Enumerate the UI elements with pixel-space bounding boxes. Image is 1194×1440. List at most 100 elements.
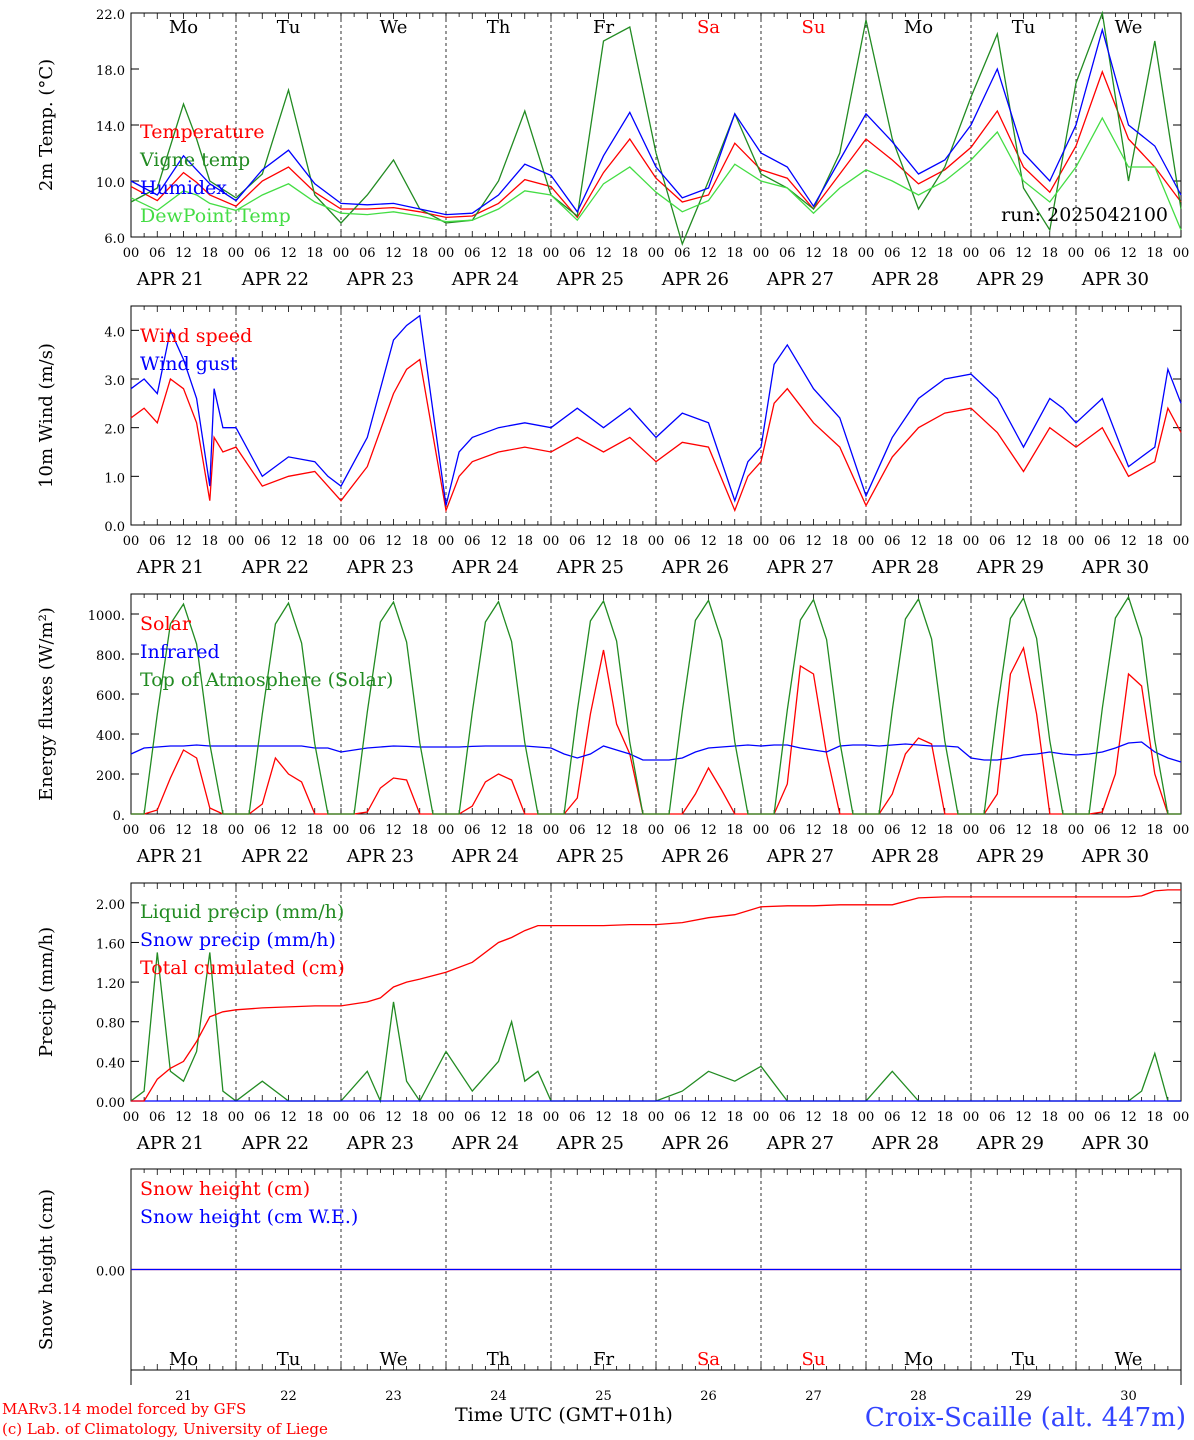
hour-label: 00 bbox=[963, 534, 980, 549]
hour-label: 18 bbox=[411, 823, 428, 838]
hour-label: 18 bbox=[1041, 823, 1058, 838]
hour-label: 00 bbox=[648, 246, 665, 261]
chart-panel-5 bbox=[130, 1168, 1182, 1385]
hour-label: 06 bbox=[149, 1110, 166, 1125]
x-axis-title: Time UTC (GMT+01h) bbox=[455, 1404, 673, 1426]
date-label: APR 30 bbox=[1081, 269, 1149, 290]
hour-label: 00 bbox=[858, 1110, 875, 1125]
hour-label: 06 bbox=[1094, 823, 1111, 838]
date-label: APR 27 bbox=[766, 846, 834, 867]
date-label: APR 23 bbox=[346, 269, 414, 290]
hour-label: 00 bbox=[228, 823, 245, 838]
hour-label: 18 bbox=[516, 823, 533, 838]
series-line-dewpoint-temp bbox=[130, 116, 1182, 231]
hour-label: 12 bbox=[700, 534, 717, 549]
hour-label: 12 bbox=[175, 823, 192, 838]
weekday-label: Su bbox=[802, 1349, 826, 1370]
hour-label: 00 bbox=[858, 534, 875, 549]
day-number-label: 24 bbox=[490, 1389, 507, 1404]
hour-label: 12 bbox=[280, 246, 297, 261]
date-label: APR 23 bbox=[346, 1133, 414, 1154]
y-tick-label: 200. bbox=[96, 769, 125, 784]
hour-label: 18 bbox=[411, 534, 428, 549]
hour-label: 06 bbox=[674, 246, 691, 261]
hour-label: 00 bbox=[753, 823, 770, 838]
y-tick-label: 0.0 bbox=[104, 520, 125, 535]
series-line-wind-speed bbox=[130, 358, 1182, 513]
hour-label: 12 bbox=[385, 1110, 402, 1125]
date-label: APR 27 bbox=[766, 1133, 834, 1154]
date-label: APR 22 bbox=[241, 1133, 309, 1154]
hour-label: 18 bbox=[201, 1110, 218, 1125]
y-tick-label: 6.0 bbox=[104, 232, 125, 247]
y-tick-label: 22.0 bbox=[96, 8, 125, 23]
weekday-label: Tu bbox=[1012, 1349, 1036, 1370]
series-line-total-cumulated-cm bbox=[131, 889, 1181, 1102]
hour-label: 06 bbox=[464, 534, 481, 549]
hour-label: 00 bbox=[1173, 246, 1190, 261]
hour-label: 06 bbox=[989, 534, 1006, 549]
date-label: APR 21 bbox=[136, 557, 204, 578]
hour-label: 18 bbox=[1146, 1110, 1163, 1125]
hour-label: 00 bbox=[228, 534, 245, 549]
day-number-label: 22 bbox=[280, 1389, 297, 1404]
hour-label: 00 bbox=[438, 246, 455, 261]
date-label: APR 26 bbox=[661, 557, 729, 578]
date-label: APR 25 bbox=[556, 1133, 624, 1154]
hour-label: 18 bbox=[1041, 534, 1058, 549]
hour-label: 00 bbox=[963, 1110, 980, 1125]
legend-entry-snow-height-cm: Snow height (cm) bbox=[140, 1178, 310, 1200]
hour-label: 00 bbox=[543, 534, 560, 549]
hour-label: 18 bbox=[936, 534, 953, 549]
hour-label: 18 bbox=[1041, 246, 1058, 261]
hour-label: 18 bbox=[831, 823, 848, 838]
hour-label: 06 bbox=[149, 823, 166, 838]
y-tick-label: 1000. bbox=[88, 609, 125, 624]
hour-label: 18 bbox=[621, 246, 638, 261]
weekday-label: We bbox=[380, 1349, 408, 1370]
hour-label: 18 bbox=[726, 823, 743, 838]
hour-label: 00 bbox=[963, 246, 980, 261]
hour-label: 00 bbox=[648, 1110, 665, 1125]
hour-label: 18 bbox=[936, 823, 953, 838]
hour-label: 00 bbox=[753, 534, 770, 549]
hour-label: 12 bbox=[175, 534, 192, 549]
hour-label: 12 bbox=[805, 823, 822, 838]
hour-label: 00 bbox=[333, 246, 350, 261]
hour-label: 06 bbox=[359, 1110, 376, 1125]
hour-label: 06 bbox=[464, 823, 481, 838]
date-label: APR 28 bbox=[871, 557, 939, 578]
hour-label: 18 bbox=[831, 1110, 848, 1125]
date-label: APR 21 bbox=[136, 269, 204, 290]
hour-label: 18 bbox=[726, 534, 743, 549]
hour-label: 00 bbox=[228, 1110, 245, 1125]
hour-label: 12 bbox=[595, 1110, 612, 1125]
y-tick-label: 0.00 bbox=[96, 1265, 125, 1280]
hour-label: 00 bbox=[543, 823, 560, 838]
y-tick-label: 600. bbox=[96, 689, 125, 704]
day-number-label: 26 bbox=[700, 1389, 717, 1404]
hour-label: 18 bbox=[621, 534, 638, 549]
legend-entry-wind-speed: Wind speed bbox=[140, 325, 252, 347]
hour-label: 12 bbox=[805, 246, 822, 261]
hour-label: 00 bbox=[1173, 534, 1190, 549]
legend-entry-vigne-temp: Vigne temp bbox=[139, 149, 250, 171]
hour-label: 18 bbox=[201, 246, 218, 261]
legend-entry-total-cumulated-cm: Total cumulated (cm) bbox=[140, 957, 345, 979]
hour-label: 18 bbox=[831, 246, 848, 261]
hour-label: 12 bbox=[910, 534, 927, 549]
series-line-wind-gust bbox=[130, 314, 1182, 506]
y-tick-label: 1.60 bbox=[96, 937, 125, 952]
weekday-label: Mo bbox=[904, 17, 933, 38]
hour-label: 18 bbox=[1146, 534, 1163, 549]
hour-label: 12 bbox=[1015, 823, 1032, 838]
y-tick-label: 2.0 bbox=[104, 423, 125, 438]
weekday-label: Mo bbox=[169, 1349, 198, 1370]
hour-label: 06 bbox=[884, 823, 901, 838]
hour-label: 06 bbox=[254, 1110, 271, 1125]
hour-label: 12 bbox=[1120, 246, 1137, 261]
hour-label: 00 bbox=[753, 246, 770, 261]
date-label: APR 27 bbox=[766, 269, 834, 290]
hour-label: 06 bbox=[884, 246, 901, 261]
hour-label: 00 bbox=[858, 246, 875, 261]
